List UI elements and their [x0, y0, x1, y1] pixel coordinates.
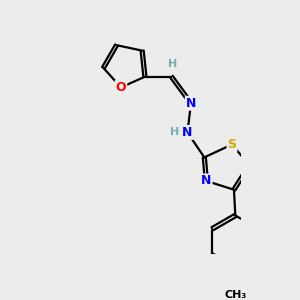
Text: N: N: [186, 97, 196, 110]
Text: H: H: [169, 127, 179, 137]
Text: H: H: [168, 59, 177, 69]
Text: S: S: [227, 138, 236, 151]
Text: CH₃: CH₃: [224, 290, 247, 300]
Text: O: O: [116, 81, 126, 94]
Text: N: N: [201, 175, 212, 188]
Text: N: N: [182, 126, 193, 139]
